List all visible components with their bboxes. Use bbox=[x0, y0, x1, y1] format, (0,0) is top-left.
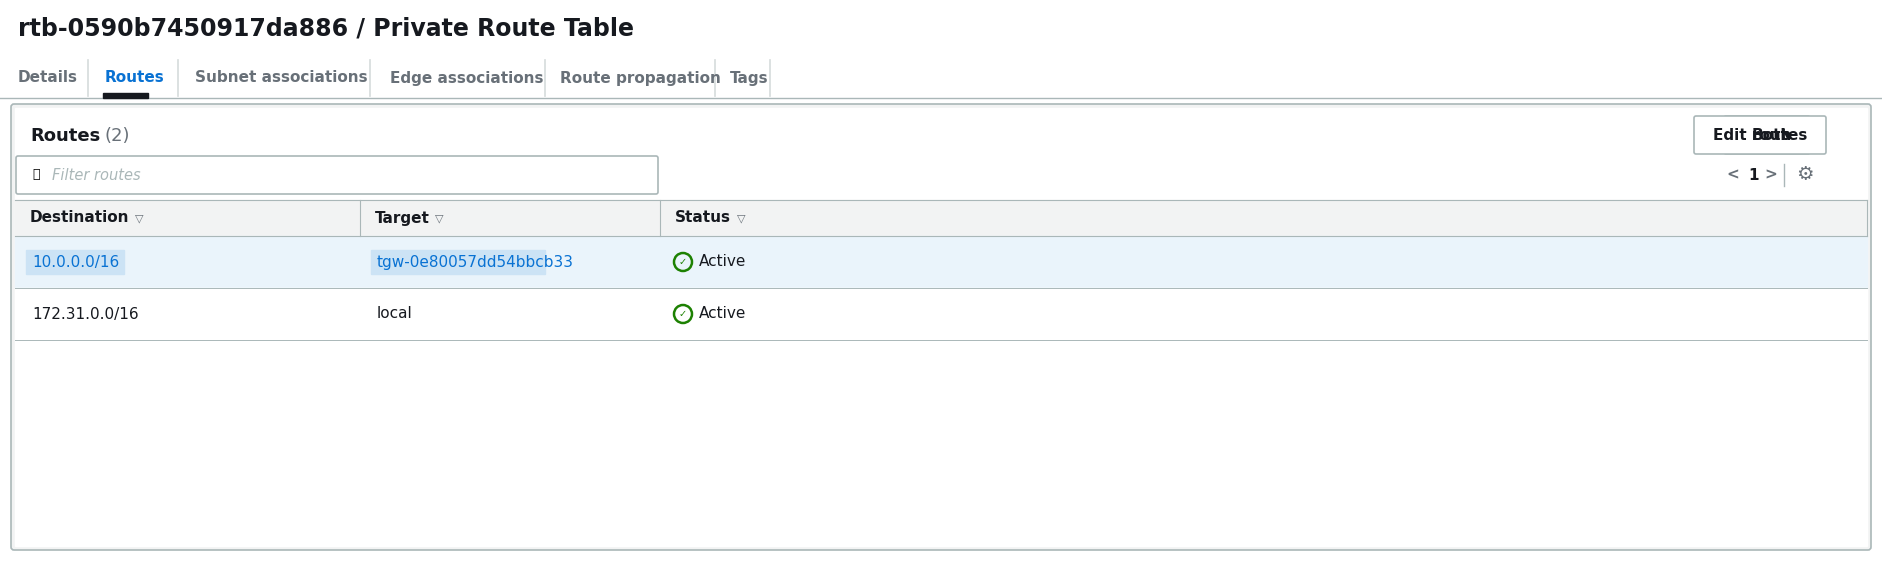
Text: Active: Active bbox=[698, 254, 747, 270]
Bar bbox=[15, 288, 1867, 340]
Text: (2): (2) bbox=[105, 127, 130, 145]
Text: ⚙: ⚙ bbox=[1795, 165, 1814, 184]
Text: <: < bbox=[1726, 168, 1739, 183]
Text: Edge associations: Edge associations bbox=[390, 70, 544, 86]
Bar bbox=[15, 200, 1867, 236]
Text: ✓: ✓ bbox=[679, 310, 687, 319]
Text: Routes: Routes bbox=[30, 127, 100, 145]
Text: Target: Target bbox=[375, 210, 429, 226]
Text: tgw-0e80057dd54bbcb33: tgw-0e80057dd54bbcb33 bbox=[376, 254, 574, 270]
Bar bbox=[15, 108, 1867, 546]
FancyBboxPatch shape bbox=[17, 156, 659, 194]
Text: Edit routes: Edit routes bbox=[1713, 127, 1807, 143]
Text: Subnet associations: Subnet associations bbox=[196, 70, 367, 86]
Text: ▽: ▽ bbox=[136, 213, 143, 223]
Text: Status: Status bbox=[676, 210, 730, 226]
Text: 172.31.0.0/16: 172.31.0.0/16 bbox=[32, 306, 139, 321]
Text: ✓: ✓ bbox=[679, 258, 687, 267]
Text: Active: Active bbox=[698, 306, 747, 321]
Text: ▾: ▾ bbox=[1784, 128, 1792, 142]
FancyBboxPatch shape bbox=[1724, 116, 1810, 154]
Text: >: > bbox=[1763, 168, 1777, 183]
Text: Details: Details bbox=[19, 70, 77, 86]
Text: Destination: Destination bbox=[30, 210, 130, 226]
Text: ▽: ▽ bbox=[435, 213, 444, 223]
Text: ▽: ▽ bbox=[738, 213, 745, 223]
Text: Filter routes: Filter routes bbox=[53, 168, 141, 183]
Text: Routes: Routes bbox=[105, 70, 166, 86]
Bar bbox=[26, 250, 124, 274]
Text: Tags: Tags bbox=[730, 70, 768, 86]
Text: rtb-0590b7450917da886 / Private Route Table: rtb-0590b7450917da886 / Private Route Ta… bbox=[19, 16, 634, 40]
Text: Route propagation: Route propagation bbox=[561, 70, 721, 86]
Bar bbox=[15, 236, 1867, 288]
Text: 1: 1 bbox=[1748, 168, 1758, 183]
Text: Both: Both bbox=[1752, 127, 1792, 143]
Text: 🔍: 🔍 bbox=[32, 169, 40, 182]
Text: local: local bbox=[376, 306, 412, 321]
Bar bbox=[371, 250, 544, 274]
Bar bbox=[104, 93, 149, 98]
FancyBboxPatch shape bbox=[11, 104, 1871, 550]
Text: 10.0.0.0/16: 10.0.0.0/16 bbox=[32, 254, 119, 270]
FancyBboxPatch shape bbox=[1694, 116, 1826, 154]
